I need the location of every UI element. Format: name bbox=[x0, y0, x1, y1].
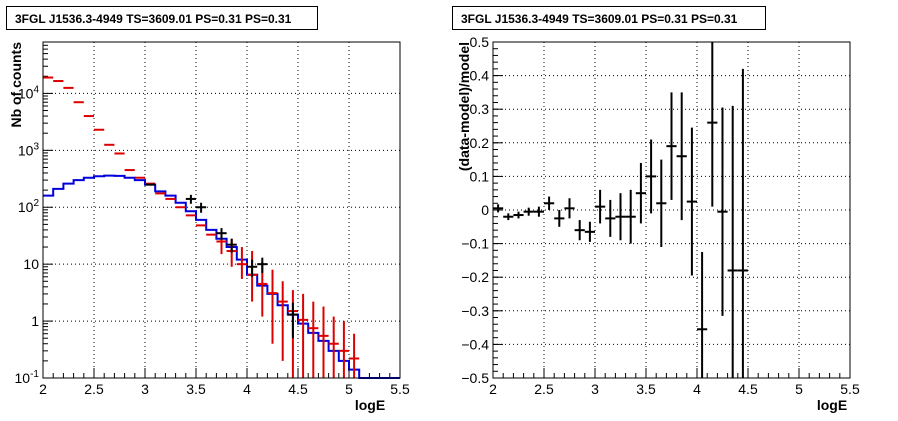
left-x-tick-label: 3.5 bbox=[186, 381, 206, 397]
right-x-tick-label: 5.5 bbox=[840, 381, 860, 397]
left-y-axis-title: Nb of counts bbox=[8, 42, 24, 128]
right-y-tick-label: 0.4 bbox=[470, 68, 490, 84]
right-y-tick-label: −0.2 bbox=[461, 269, 489, 285]
right-x-tick-label: 4 bbox=[693, 381, 701, 397]
left-plot-frame bbox=[42, 41, 401, 379]
left-y-tick-label: 10 bbox=[23, 256, 39, 272]
right-y-tick-label: 0.5 bbox=[470, 34, 490, 50]
right-y-tick-label: 0.2 bbox=[470, 135, 490, 151]
left-x-tick-label: 3 bbox=[141, 381, 149, 397]
left-y-tick-label: 10-1 bbox=[15, 369, 40, 386]
right-x-tick-label: 3.5 bbox=[636, 381, 656, 397]
right-y-axis-title: (data-model)/model bbox=[456, 42, 472, 171]
right-y-tick-label: 0.3 bbox=[470, 101, 490, 117]
left-x-tick-label: 4.5 bbox=[288, 381, 308, 397]
left-x-axis-title: logE bbox=[355, 397, 385, 413]
left-y-tick-label: 104 bbox=[18, 84, 40, 101]
left-x-tick-label: 2 bbox=[39, 381, 47, 397]
left-x-tick-label: 4 bbox=[243, 381, 251, 397]
right-x-tick-label: 5 bbox=[795, 381, 803, 397]
right-y-tick-label: −0.4 bbox=[461, 336, 489, 352]
left-y-tick-label: 102 bbox=[18, 198, 40, 215]
left-y-tick-label: 1 bbox=[31, 313, 39, 329]
right-chart-title: 3FGL J1536.3-4949 TS=3609.01 PS=0.31 PS=… bbox=[452, 6, 766, 30]
right-x-tick-label: 2 bbox=[489, 381, 497, 397]
left-y-tick-label: 103 bbox=[18, 141, 40, 158]
right-x-tick-label: 2.5 bbox=[534, 381, 554, 397]
right-x-tick-label: 4.5 bbox=[738, 381, 758, 397]
right-y-tick-label: −0.5 bbox=[461, 370, 489, 386]
right-x-axis-title: logE bbox=[817, 397, 847, 413]
right-plot-area: 2 2.5 3 3.5 4 4.5 5 5.5 −0.5 −0.4 −0.3 −0.2 −0.1 0 0.1… bbox=[456, 34, 860, 413]
right-y-tick-label: −0.1 bbox=[461, 236, 489, 252]
right-x-tick-label: 3 bbox=[591, 381, 599, 397]
left-x-tick-label: 5.5 bbox=[390, 381, 410, 397]
left-x-tick-label: 5 bbox=[345, 381, 353, 397]
left-x-tick-label: 2.5 bbox=[84, 381, 104, 397]
left-chart-title: 3FGL J1536.3-4949 TS=3609.01 PS=0.31 PS=… bbox=[6, 6, 318, 30]
right-y-tick-label: 0 bbox=[481, 202, 489, 218]
source-model-histogram bbox=[43, 174, 400, 379]
right-y-tick-label: 0.1 bbox=[470, 168, 490, 184]
left-plot-area: 2 2.5 3 3.5 4 4.5 5 5.5 10-1 1 10 102 103 104 logE Nb o… bbox=[8, 41, 410, 413]
right-y-tick-label: −0.3 bbox=[461, 303, 489, 319]
